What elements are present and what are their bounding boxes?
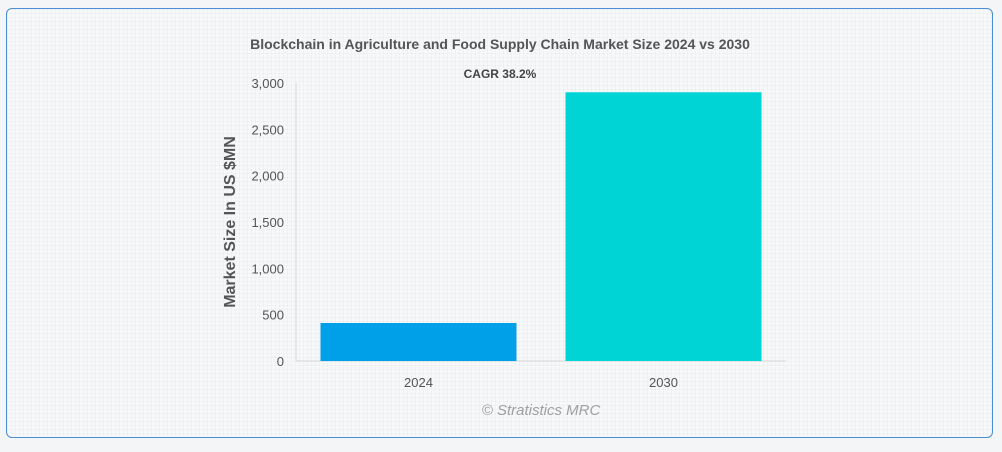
cagr-annotation: CAGR 38.2% (464, 67, 537, 81)
y-tick-label: 3,000 (251, 76, 284, 91)
chart-title: Blockchain in Agriculture and Food Suppl… (250, 36, 750, 52)
y-tick-label: 2,500 (251, 122, 284, 137)
y-tick-label: 1,000 (251, 261, 284, 276)
bar-2030 (565, 92, 762, 362)
bars (320, 92, 762, 362)
x-tick-label: 2030 (649, 375, 678, 390)
y-axis-label: Market Size In US $MN (222, 136, 239, 308)
x-tick-label: 2024 (404, 375, 433, 390)
y-tick-label: 500 (262, 308, 284, 323)
x-ticks: 2024 2030 (404, 375, 678, 390)
y-tick-label: 0 (277, 354, 284, 369)
watermark: © Stratistics MRC (482, 402, 601, 419)
chart-card (6, 8, 993, 438)
y-tick-label: 1,500 (251, 215, 284, 230)
y-tick-label: 2,000 (251, 169, 284, 184)
y-ticks: 0 500 1,000 1,500 2,000 2,500 3,000 (251, 76, 284, 369)
bar-2024 (320, 323, 517, 361)
